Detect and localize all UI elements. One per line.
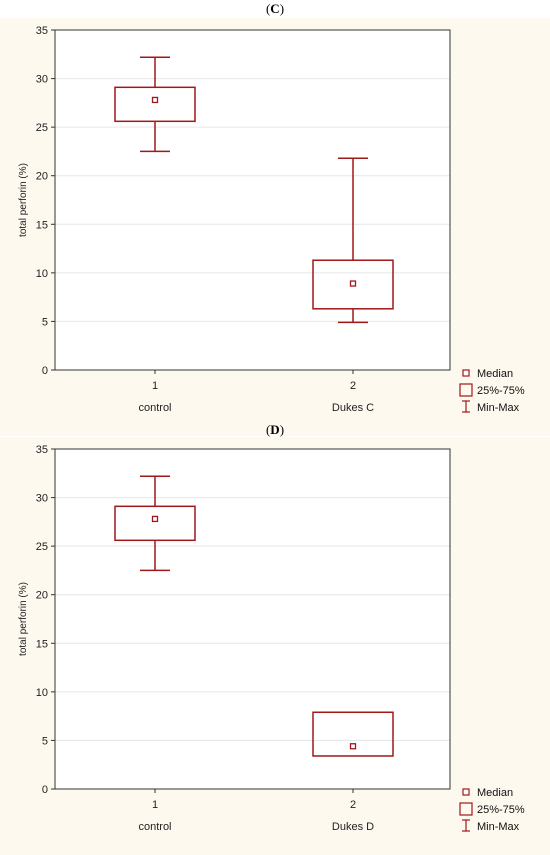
x-tick-label: 1 bbox=[152, 799, 158, 811]
x-tick-label: 2 bbox=[350, 380, 356, 392]
box-1 bbox=[114, 56, 196, 153]
panel-d-title: (D) bbox=[265, 422, 285, 437]
y-tick-label: 30 bbox=[36, 74, 48, 86]
legend-median-icon bbox=[462, 788, 470, 796]
legend-iqr-label: 25%-75% bbox=[477, 804, 525, 816]
legend: Median 25%-75% Min-Max bbox=[459, 368, 525, 414]
y-tick-label: 20 bbox=[36, 590, 48, 602]
plot-area bbox=[55, 449, 450, 789]
box-plot-panel-d: 0 5 10 15 20 25 30 35 total perforin (%) 1 control… bbox=[0, 437, 550, 855]
legend-iqr-icon bbox=[459, 802, 473, 816]
category-label: Dukes C bbox=[332, 402, 374, 414]
x-tick-label: 2 bbox=[350, 799, 356, 811]
y-tick-label: 35 bbox=[36, 25, 48, 37]
median-marker bbox=[349, 280, 357, 287]
y-tick-label: 35 bbox=[36, 444, 48, 456]
legend-range-icon bbox=[462, 400, 470, 413]
legend-median-icon bbox=[462, 369, 470, 377]
y-tick-label: 5 bbox=[42, 316, 48, 328]
legend-range-icon bbox=[462, 819, 470, 832]
category-label: Dukes D bbox=[332, 821, 374, 833]
y-tick-label: 20 bbox=[36, 171, 48, 183]
iqr-box bbox=[312, 259, 394, 310]
legend-median-label: Median bbox=[477, 368, 513, 380]
box-1 bbox=[114, 475, 196, 572]
y-tick-label: 0 bbox=[42, 365, 48, 377]
box-plot-panel-c: 0 5 10 15 20 25 30 35 total perforin (%) 1 control… bbox=[0, 18, 550, 436]
iqr-box bbox=[312, 711, 394, 757]
legend-range-label: Min-Max bbox=[477, 402, 520, 414]
legend-iqr-icon bbox=[459, 383, 473, 397]
y-axis-label: total perforin (%) bbox=[18, 582, 29, 656]
y-tick-label: 25 bbox=[36, 122, 48, 134]
median-marker bbox=[151, 96, 159, 104]
panel-d-letter: D bbox=[270, 422, 280, 437]
y-tick-label: 10 bbox=[36, 268, 48, 280]
category-label: control bbox=[138, 821, 171, 833]
median-marker bbox=[349, 743, 357, 750]
panel-c-title: (C) bbox=[265, 1, 285, 16]
plot-frame bbox=[54, 29, 451, 371]
iqr-box bbox=[114, 86, 196, 123]
y-tick-label: 10 bbox=[36, 687, 48, 699]
plot-frame bbox=[54, 448, 451, 790]
y-tick-label: 0 bbox=[42, 784, 48, 796]
plot-area bbox=[55, 30, 450, 370]
y-tick-label: 25 bbox=[36, 541, 48, 553]
legend: Median 25%-75% Min-Max bbox=[459, 787, 525, 833]
y-tick-label: 15 bbox=[36, 219, 48, 231]
y-tick-label: 15 bbox=[36, 638, 48, 650]
median-marker bbox=[151, 515, 159, 523]
category-label: control bbox=[138, 402, 171, 414]
legend-iqr-label: 25%-75% bbox=[477, 385, 525, 397]
box-2 bbox=[312, 711, 394, 757]
y-tick-label: 30 bbox=[36, 493, 48, 505]
legend-range-label: Min-Max bbox=[477, 821, 520, 833]
panel-c-letter: C bbox=[270, 1, 280, 16]
box-2 bbox=[312, 157, 394, 324]
x-tick-label: 1 bbox=[152, 380, 158, 392]
legend-median-label: Median bbox=[477, 787, 513, 799]
iqr-box bbox=[114, 505, 196, 542]
y-tick-label: 5 bbox=[42, 735, 48, 747]
y-axis-label: total perforin (%) bbox=[18, 163, 29, 237]
